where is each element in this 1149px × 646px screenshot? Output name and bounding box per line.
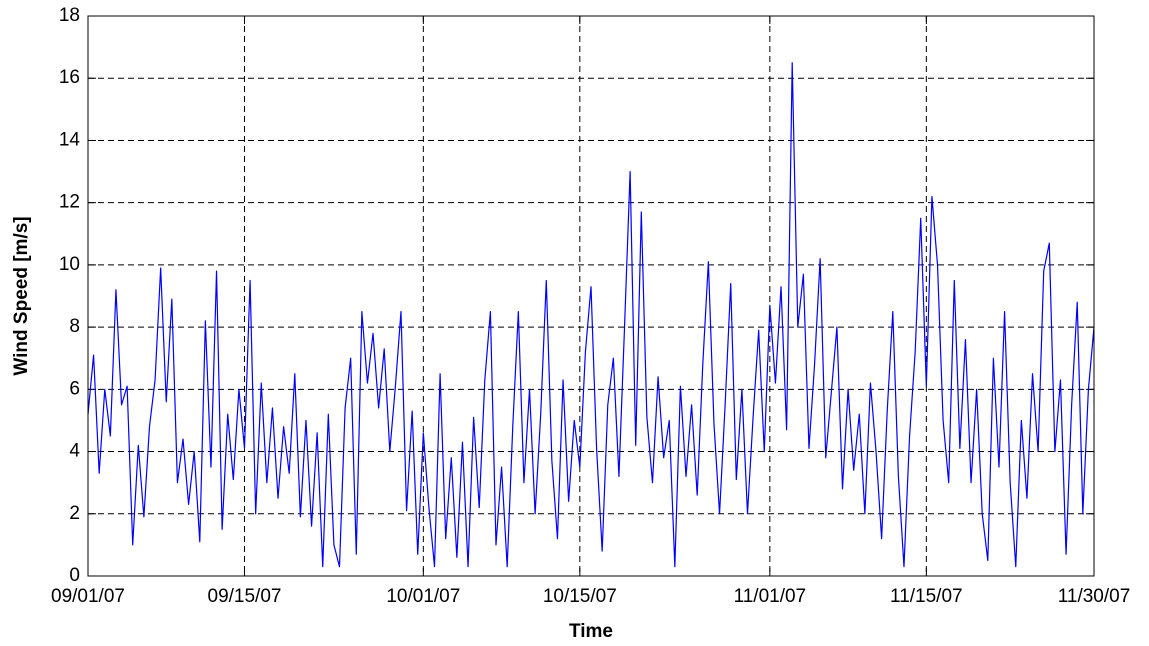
y-axis-title: Wind Speed [m/s] — [11, 216, 32, 375]
x-tick-label: 09/01/07 — [51, 586, 125, 607]
y-tick-label: 14 — [59, 129, 81, 150]
y-tick-label: 12 — [59, 192, 80, 213]
y-tick-label: 2 — [69, 503, 80, 524]
x-tick-label: 11/30/07 — [1058, 586, 1131, 607]
y-tick-label: 4 — [69, 441, 80, 462]
x-tick-label: 11/15/07 — [890, 586, 963, 607]
x-axis-title: Time — [569, 621, 613, 642]
x-tick-label: 09/15/07 — [208, 586, 282, 607]
x-tick-label: 11/01/07 — [734, 586, 807, 607]
wind-speed-line — [87, 62, 1095, 568]
x-tick-label: 10/01/07 — [386, 586, 460, 607]
y-tick-label: 16 — [59, 67, 80, 88]
y-tick-label: 0 — [69, 565, 80, 586]
x-tick-label: 10/15/07 — [543, 586, 617, 607]
y-tick-label: 18 — [59, 5, 80, 26]
y-tick-label: 8 — [69, 316, 80, 337]
y-tick-label: 10 — [59, 254, 80, 275]
y-tick-label: 6 — [69, 378, 80, 399]
plot-frame — [87, 15, 1095, 577]
